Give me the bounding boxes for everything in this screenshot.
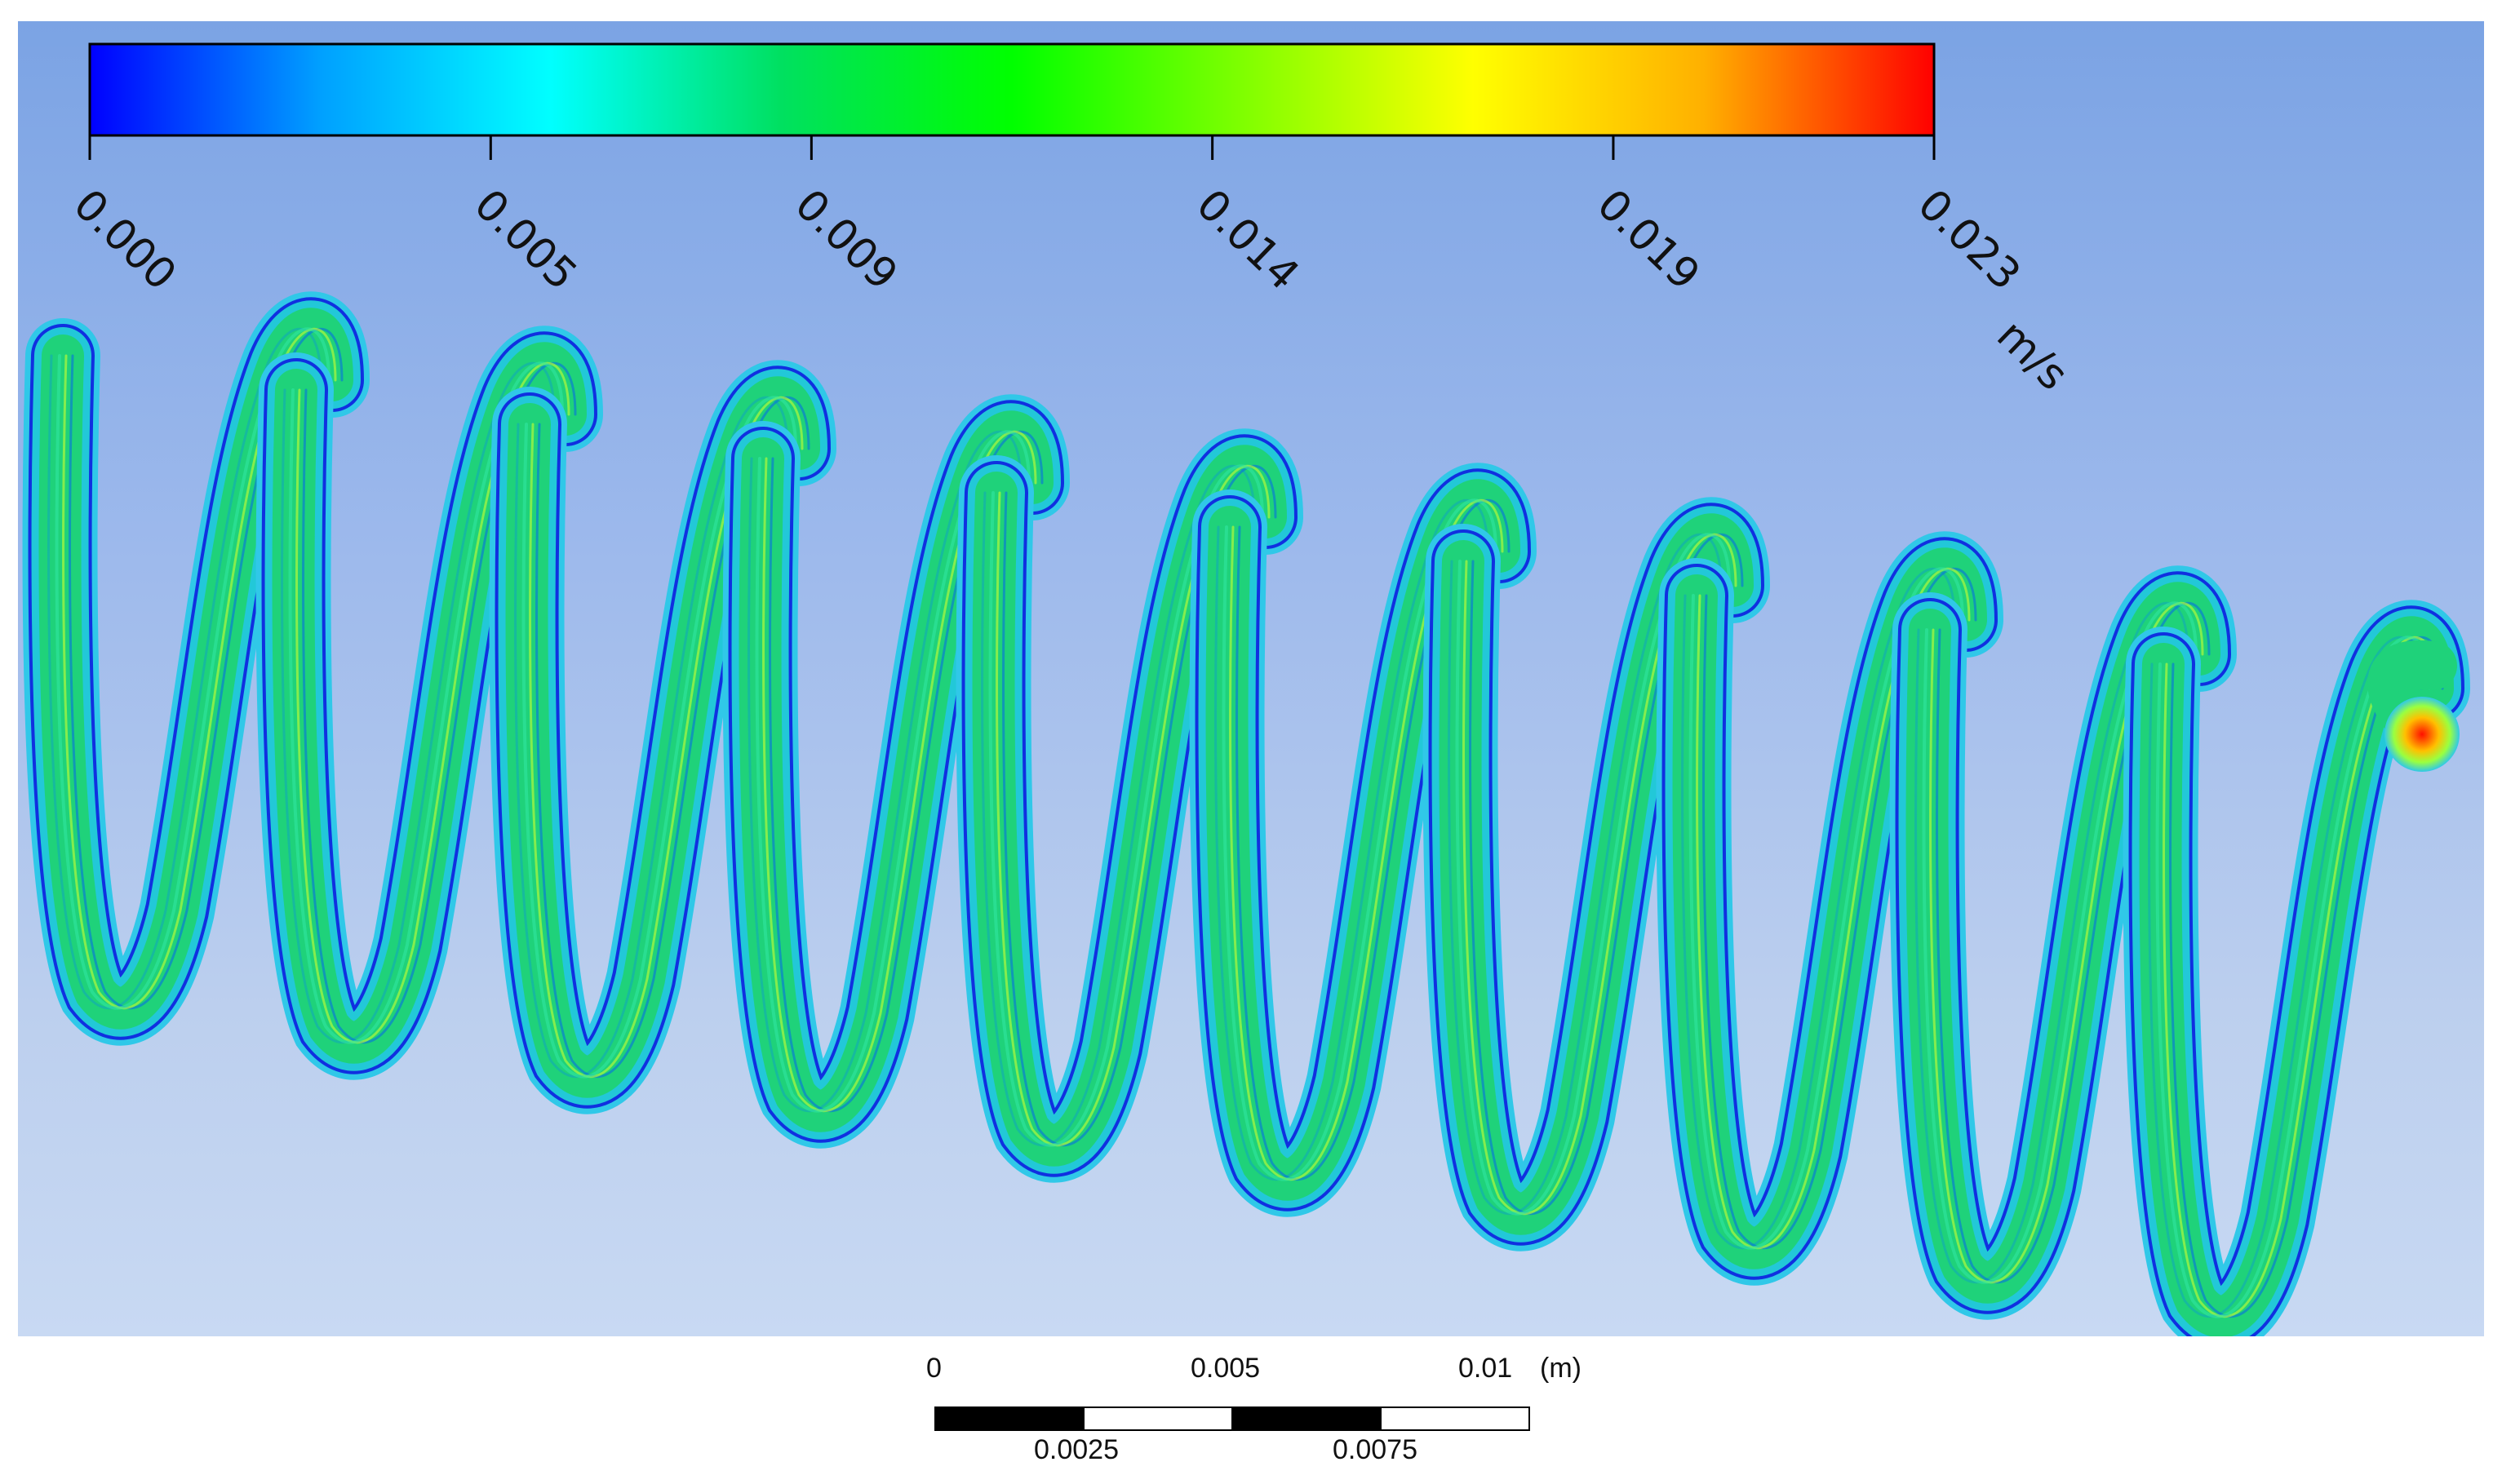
streamline-view	[22, 42, 2470, 1336]
coil-turn-6-layer-4	[1448, 533, 1723, 1216]
colorbar-ticks	[88, 135, 1936, 160]
colorbar-gradient	[88, 42, 1936, 137]
coil-turn-9-layer-4	[2148, 636, 2423, 1318]
scale-label-0-0025: 0.0025	[1034, 1434, 1119, 1465]
helical-streamlines	[22, 291, 2470, 1336]
coil-turn-0-layer-4	[47, 327, 322, 1010]
scale-label-0-01: 0.01	[1458, 1353, 1513, 1384]
coil-turn-5-layer-4	[1214, 498, 1489, 1181]
scale-segment-3	[1231, 1406, 1382, 1431]
coil-turn-7-layer-4	[1681, 567, 1956, 1250]
coil-turn-2-layer-4	[514, 396, 789, 1079]
scale-bar: 0 0.005 0.01 (m) 0.0025 0.0075	[895, 1346, 1613, 1468]
coil-turn-1-layer-4	[281, 361, 556, 1044]
scale-label-0-005: 0.005	[1191, 1353, 1261, 1384]
scale-segment-4	[1380, 1406, 1530, 1431]
coil-turn-8-layer-4	[1914, 601, 2189, 1284]
coil-turn-4-layer-4	[981, 464, 1256, 1147]
scale-segment-2	[1083, 1406, 1233, 1431]
viewport-canvas: 0.000 0.005 0.009 0.014 0.019 0.023 m/s	[18, 21, 2484, 1336]
coil-turn-3-layer-4	[747, 430, 1023, 1113]
scale-segment-1	[934, 1406, 1085, 1431]
scale-label-0: 0	[926, 1353, 942, 1384]
inlet-hotspot	[2384, 697, 2460, 772]
scale-label-0-0075: 0.0075	[1333, 1434, 1417, 1465]
scale-unit-label: (m)	[1540, 1353, 1581, 1384]
